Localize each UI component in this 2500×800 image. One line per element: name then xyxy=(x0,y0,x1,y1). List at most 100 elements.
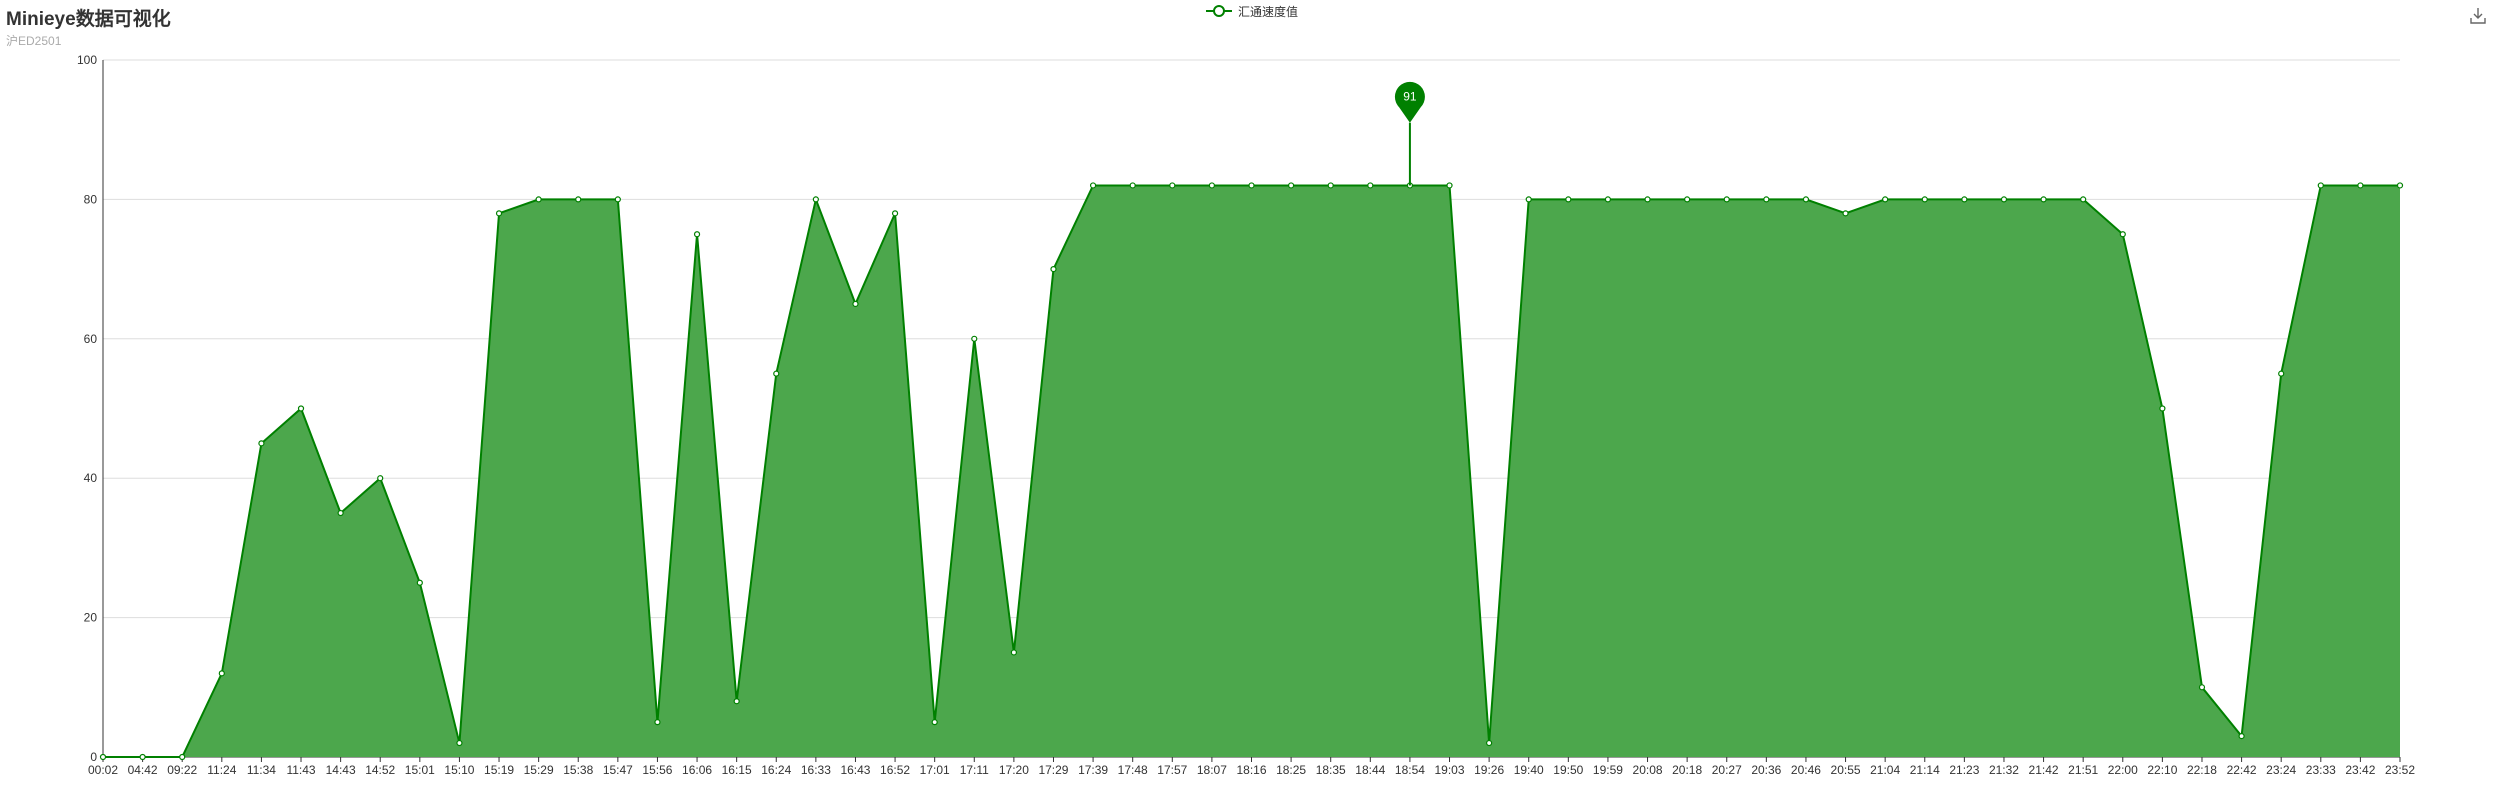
data-point xyxy=(1089,182,1097,189)
y-tick-label: 0 xyxy=(90,750,97,764)
download-icon[interactable] xyxy=(2468,6,2488,26)
x-tick-label: 20:08 xyxy=(1633,763,1663,777)
data-point xyxy=(258,440,265,447)
data-point xyxy=(1604,196,1612,203)
x-tick-label: 22:42 xyxy=(2227,763,2257,777)
data-point xyxy=(812,196,819,203)
data-point xyxy=(495,210,503,217)
x-tick-label: 11:24 xyxy=(207,763,236,777)
data-point xyxy=(931,719,938,726)
data-point xyxy=(2357,182,2364,189)
data-point xyxy=(2080,196,2087,203)
x-tick-label: 19:59 xyxy=(1593,763,1623,777)
x-tick-label: 14:52 xyxy=(365,763,395,777)
x-tick-label: 17:11 xyxy=(960,763,989,777)
data-point xyxy=(733,698,740,705)
data-point xyxy=(535,196,542,203)
x-tick-label: 22:10 xyxy=(2147,763,2177,777)
x-tick-label: 15:19 xyxy=(484,763,514,777)
markpoint-label: 91 xyxy=(1403,90,1417,104)
x-tick-label: 18:54 xyxy=(1395,763,1425,777)
x-tick-label: 17:20 xyxy=(999,763,1029,777)
data-point xyxy=(377,475,384,482)
x-tick-label: 16:06 xyxy=(682,763,712,777)
data-point xyxy=(1565,196,1572,203)
y-tick-label: 100 xyxy=(77,53,97,67)
data-point xyxy=(1327,182,1334,189)
data-point xyxy=(2317,182,2324,189)
data-point xyxy=(1446,182,1453,189)
x-tick-label: 16:24 xyxy=(761,763,791,777)
data-point xyxy=(1882,196,1889,203)
data-point xyxy=(2159,405,2166,412)
x-tick-label: 18:16 xyxy=(1236,763,1266,777)
x-tick-label: 00:02 xyxy=(88,763,118,777)
x-tick-label: 20:27 xyxy=(1712,763,1742,777)
data-point xyxy=(179,753,186,761)
data-point xyxy=(852,300,859,308)
data-point xyxy=(1525,196,1532,203)
data-point xyxy=(1050,266,1057,273)
data-point xyxy=(2040,196,2047,203)
x-tick-label: 20:18 xyxy=(1672,763,1702,777)
y-tick-label: 40 xyxy=(84,471,98,485)
data-point xyxy=(1723,196,1730,203)
data-point xyxy=(99,753,107,761)
x-tick-label: 15:01 xyxy=(405,763,435,777)
x-tick-label: 18:44 xyxy=(1355,763,1385,777)
data-point xyxy=(2396,182,2404,189)
y-tick-label: 60 xyxy=(84,332,98,346)
data-point xyxy=(297,405,305,412)
chart-title: Minieye数据可视化 xyxy=(6,9,171,30)
data-point xyxy=(2000,196,2008,203)
data-point xyxy=(1248,182,1255,189)
legend-item[interactable]: 汇通速度值 xyxy=(1206,2,1298,20)
x-tick-label: 21:32 xyxy=(1989,763,2019,777)
x-tick-label: 04:42 xyxy=(128,763,158,777)
x-tick-label: 23:42 xyxy=(2345,763,2375,777)
data-point xyxy=(1486,739,1493,747)
x-tick-label: 21:14 xyxy=(1910,763,1940,777)
x-tick-label: 19:03 xyxy=(1435,763,1465,777)
x-tick-label: 16:15 xyxy=(722,763,752,777)
data-point xyxy=(654,719,661,726)
data-point xyxy=(1129,182,1136,189)
data-point xyxy=(1208,182,1215,189)
legend-label: 汇通速度值 xyxy=(1238,4,1299,19)
x-tick-label: 21:51 xyxy=(2068,763,2098,777)
x-tick-label: 22:00 xyxy=(2108,763,2138,777)
x-tick-label: 19:26 xyxy=(1474,763,1504,777)
x-tick-label: 15:38 xyxy=(563,763,593,777)
x-tick-label: 11:34 xyxy=(247,763,276,777)
x-tick-label: 21:23 xyxy=(1949,763,1979,777)
data-point xyxy=(1010,649,1017,656)
x-tick-label: 16:33 xyxy=(801,763,831,777)
x-tick-label: 23:33 xyxy=(2306,763,2336,777)
data-point xyxy=(337,509,344,517)
data-point xyxy=(2238,732,2245,740)
x-tick-label: 17:39 xyxy=(1078,763,1108,777)
x-tick-label: 18:35 xyxy=(1316,763,1346,777)
data-point xyxy=(1644,196,1651,203)
data-point xyxy=(1961,196,1968,203)
x-tick-label: 09:22 xyxy=(167,763,197,777)
x-tick-label: 15:56 xyxy=(642,763,672,777)
x-tick-label: 21:42 xyxy=(2029,763,2059,777)
x-tick-label: 15:47 xyxy=(603,763,633,777)
data-point xyxy=(1921,196,1928,203)
series-area xyxy=(103,185,2400,757)
data-point xyxy=(456,739,463,747)
data-point xyxy=(1288,182,1295,189)
data-point xyxy=(1169,182,1176,189)
data-point xyxy=(971,335,978,342)
x-tick-label: 16:52 xyxy=(880,763,910,777)
x-tick-label: 17:29 xyxy=(1038,763,1068,777)
data-point xyxy=(218,670,225,677)
x-tick-label: 20:55 xyxy=(1831,763,1861,777)
x-tick-label: 17:57 xyxy=(1157,763,1187,777)
data-point xyxy=(614,196,621,203)
y-tick-label: 80 xyxy=(84,192,98,206)
data-point xyxy=(773,370,780,377)
